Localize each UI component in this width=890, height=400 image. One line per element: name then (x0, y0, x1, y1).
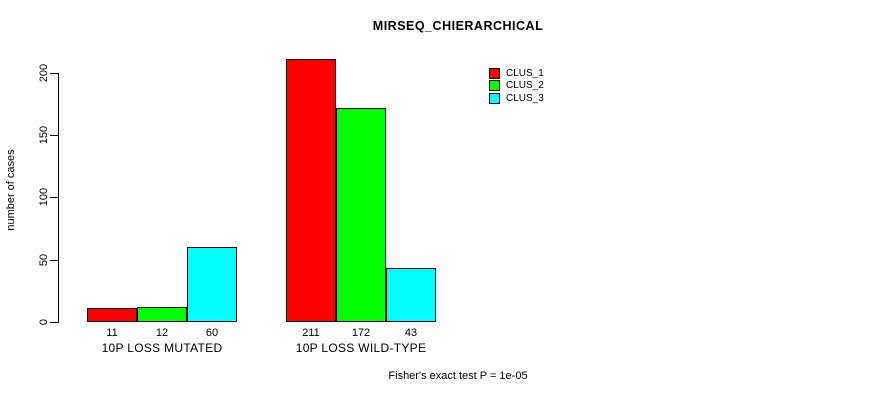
y-tick-label: 100 (38, 187, 50, 207)
x-category-label: 10P LOSS WILD-TYPE (295, 341, 427, 355)
legend-label: CLUS_3 (506, 92, 544, 104)
bar-clus_1-group1 (87, 308, 137, 322)
legend-swatch-clus_1 (489, 67, 500, 79)
y-tick-label: 50 (38, 253, 50, 267)
bar-value-label: 172 (351, 327, 371, 339)
legend-label: CLUS_1 (506, 67, 544, 79)
y-tick-mark (50, 197, 58, 198)
y-axis-line (58, 73, 59, 323)
legend-item-clus_3: CLUS_3 (489, 92, 544, 104)
bar-value-label: 12 (155, 327, 169, 339)
bar-clus_2-group2 (336, 108, 386, 322)
y-tick-label: 150 (38, 125, 50, 145)
bar-value-label: 11 (106, 327, 118, 339)
y-tick-mark (50, 73, 58, 74)
bar-value-label: 43 (404, 327, 418, 339)
y-tick-label: 200 (38, 63, 50, 83)
bar-clus_3-group1 (187, 247, 237, 322)
chart-title: MIRSEQ_CHIERARCHICAL (372, 19, 544, 33)
bar-clus_1-group2 (286, 59, 336, 322)
y-tick-mark (50, 260, 58, 261)
bar-value-label: 60 (205, 327, 219, 339)
bar-clus_2-group1 (137, 307, 187, 322)
legend-item-clus_2: CLUS_2 (489, 80, 544, 92)
legend-swatch-clus_3 (489, 92, 500, 104)
bar-clus_3-group2 (386, 268, 436, 322)
subtitle-fisher-test: Fisher's exact test P = 1e-05 (388, 370, 528, 382)
x-category-label: 10P LOSS MUTATED (101, 341, 223, 355)
y-tick-mark (50, 322, 58, 323)
y-axis-label: number of cases (5, 149, 17, 231)
legend-item-clus_1: CLUS_1 (489, 67, 544, 79)
y-tick-label: 0 (38, 318, 50, 326)
legend-swatch-clus_2 (489, 80, 500, 91)
legend-label: CLUS_2 (506, 80, 544, 91)
bar-value-label: 211 (302, 327, 320, 339)
y-tick-mark (50, 135, 58, 136)
